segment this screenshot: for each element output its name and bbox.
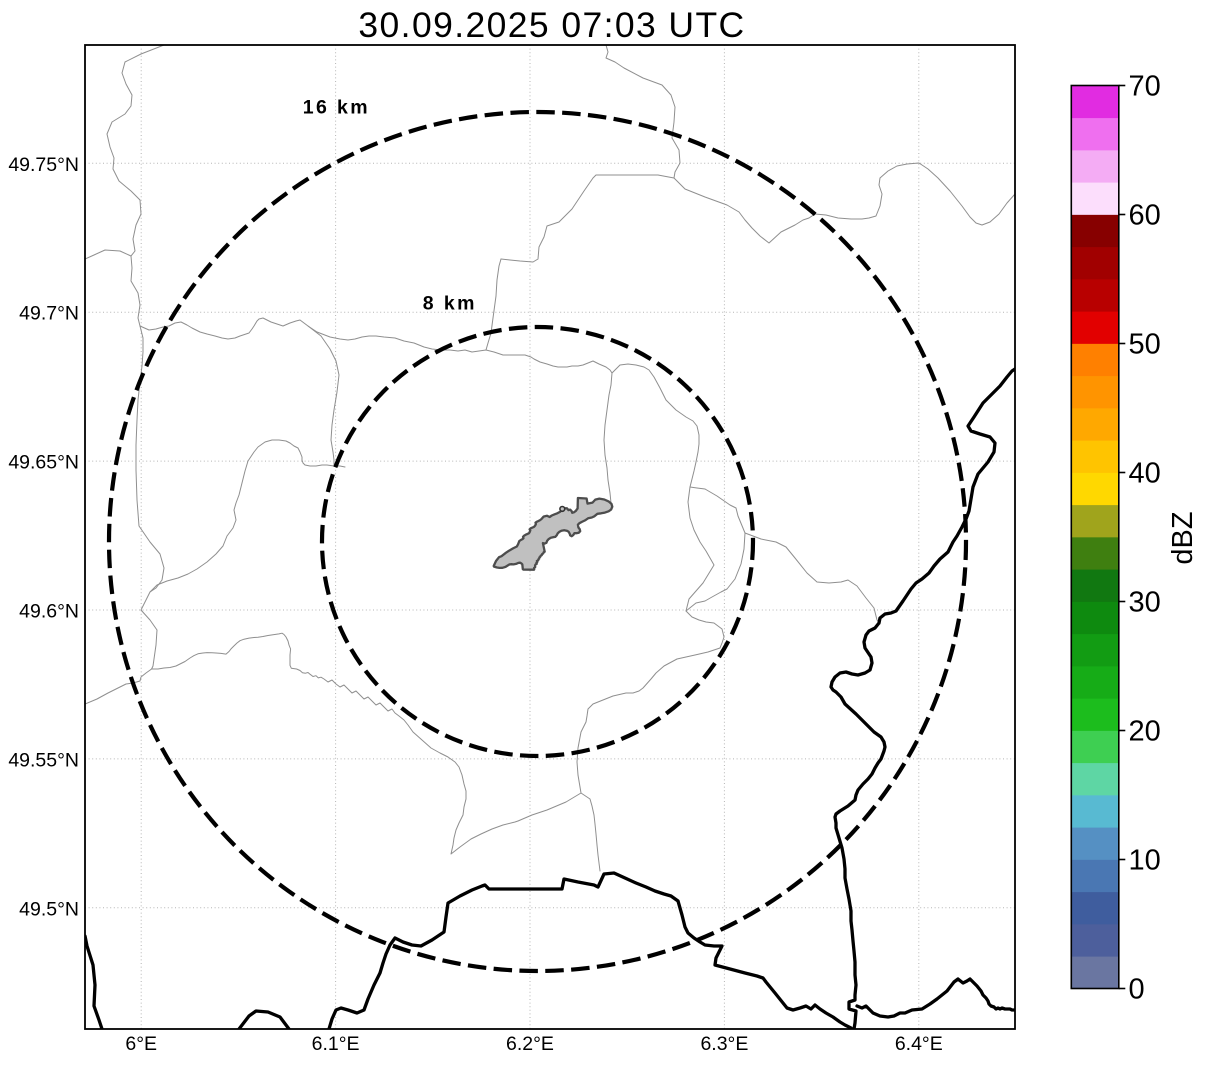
svg-text:50: 50 xyxy=(1129,329,1161,361)
svg-text:dBZ: dBZ xyxy=(1167,511,1199,564)
svg-text:6.4°E: 6.4°E xyxy=(895,1033,943,1055)
svg-text:6°E: 6°E xyxy=(125,1033,157,1055)
svg-text:20: 20 xyxy=(1129,716,1161,748)
svg-text:60: 60 xyxy=(1129,200,1161,232)
svg-text:49.6°N: 49.6°N xyxy=(19,601,79,623)
svg-text:6.1°E: 6.1°E xyxy=(312,1033,360,1055)
svg-text:49.65°N: 49.65°N xyxy=(8,452,79,474)
svg-text:40: 40 xyxy=(1129,458,1161,490)
svg-text:8 km: 8 km xyxy=(423,293,477,315)
svg-text:49.55°N: 49.55°N xyxy=(8,749,79,771)
svg-text:49.7°N: 49.7°N xyxy=(19,303,79,325)
svg-text:6.3°E: 6.3°E xyxy=(700,1033,748,1055)
svg-text:16 km: 16 km xyxy=(303,97,370,119)
svg-text:49.75°N: 49.75°N xyxy=(8,154,79,176)
svg-text:30: 30 xyxy=(1129,587,1161,619)
svg-text:6.2°E: 6.2°E xyxy=(506,1033,554,1055)
svg-text:30.09.2025 07:03 UTC: 30.09.2025 07:03 UTC xyxy=(358,5,745,45)
svg-text:0: 0 xyxy=(1129,974,1145,1006)
svg-text:49.5°N: 49.5°N xyxy=(19,898,79,920)
svg-text:70: 70 xyxy=(1129,71,1161,103)
svg-text:10: 10 xyxy=(1129,845,1161,877)
